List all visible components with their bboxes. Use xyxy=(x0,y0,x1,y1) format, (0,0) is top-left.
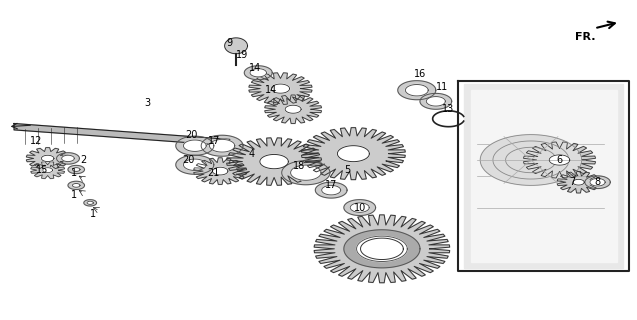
Polygon shape xyxy=(245,66,272,80)
Polygon shape xyxy=(62,155,75,162)
Polygon shape xyxy=(73,183,80,187)
Text: 17: 17 xyxy=(325,180,338,190)
Text: 20: 20 xyxy=(182,155,195,165)
Polygon shape xyxy=(41,155,54,162)
Text: 17: 17 xyxy=(208,136,220,146)
Polygon shape xyxy=(68,165,85,174)
Text: 16: 16 xyxy=(414,69,426,79)
Polygon shape xyxy=(31,162,64,179)
Text: 19: 19 xyxy=(236,50,248,60)
Polygon shape xyxy=(315,182,347,198)
Polygon shape xyxy=(322,185,341,195)
Polygon shape xyxy=(397,81,436,100)
Polygon shape xyxy=(260,155,289,169)
Polygon shape xyxy=(361,238,403,260)
Polygon shape xyxy=(344,230,420,268)
Polygon shape xyxy=(557,172,600,193)
Text: 18: 18 xyxy=(294,161,306,171)
Text: 14: 14 xyxy=(265,85,277,95)
Polygon shape xyxy=(84,200,97,206)
Polygon shape xyxy=(524,142,596,178)
Polygon shape xyxy=(271,84,290,93)
Polygon shape xyxy=(87,201,94,204)
Polygon shape xyxy=(314,215,450,283)
Text: 8: 8 xyxy=(594,177,601,187)
Polygon shape xyxy=(573,179,584,185)
Polygon shape xyxy=(420,93,452,109)
Polygon shape xyxy=(549,155,569,165)
Text: 6: 6 xyxy=(557,155,562,165)
Polygon shape xyxy=(183,159,206,171)
Text: 7: 7 xyxy=(569,177,575,187)
Polygon shape xyxy=(338,146,369,162)
Text: 1: 1 xyxy=(90,209,96,219)
Polygon shape xyxy=(282,161,330,185)
Polygon shape xyxy=(590,178,605,186)
Polygon shape xyxy=(285,105,301,113)
Polygon shape xyxy=(14,124,230,146)
Polygon shape xyxy=(426,97,445,106)
Polygon shape xyxy=(26,148,69,169)
Text: 13: 13 xyxy=(442,104,455,114)
Text: 5: 5 xyxy=(344,164,350,174)
Polygon shape xyxy=(176,136,214,155)
Polygon shape xyxy=(213,167,228,175)
Polygon shape xyxy=(265,95,322,124)
Polygon shape xyxy=(43,168,52,172)
Text: 10: 10 xyxy=(354,203,366,212)
Text: 14: 14 xyxy=(249,63,261,73)
Polygon shape xyxy=(227,138,322,185)
Text: 21: 21 xyxy=(208,168,220,178)
Text: 4: 4 xyxy=(249,149,255,159)
Polygon shape xyxy=(73,168,80,172)
Polygon shape xyxy=(405,84,428,96)
Polygon shape xyxy=(471,90,617,261)
Polygon shape xyxy=(350,203,369,212)
Polygon shape xyxy=(464,84,623,268)
Polygon shape xyxy=(585,176,610,188)
Polygon shape xyxy=(249,73,312,104)
Polygon shape xyxy=(183,140,206,151)
Polygon shape xyxy=(68,181,85,189)
Text: 11: 11 xyxy=(436,82,448,92)
Text: 15: 15 xyxy=(36,164,49,174)
Polygon shape xyxy=(210,140,235,152)
Polygon shape xyxy=(301,128,405,180)
Text: 1: 1 xyxy=(71,190,77,200)
Text: 3: 3 xyxy=(144,98,150,108)
Polygon shape xyxy=(344,200,376,215)
Polygon shape xyxy=(201,135,243,156)
Text: FR.: FR. xyxy=(575,32,596,42)
Text: 20: 20 xyxy=(185,130,198,140)
Polygon shape xyxy=(480,135,582,185)
Polygon shape xyxy=(57,153,80,164)
Polygon shape xyxy=(290,165,321,180)
Text: 1: 1 xyxy=(71,168,77,178)
Polygon shape xyxy=(225,38,247,54)
Polygon shape xyxy=(250,69,266,77)
Text: 9: 9 xyxy=(227,38,233,48)
Text: 12: 12 xyxy=(30,136,43,146)
Polygon shape xyxy=(194,158,247,184)
Polygon shape xyxy=(176,155,214,174)
Polygon shape xyxy=(357,236,407,261)
Text: 2: 2 xyxy=(81,155,87,165)
